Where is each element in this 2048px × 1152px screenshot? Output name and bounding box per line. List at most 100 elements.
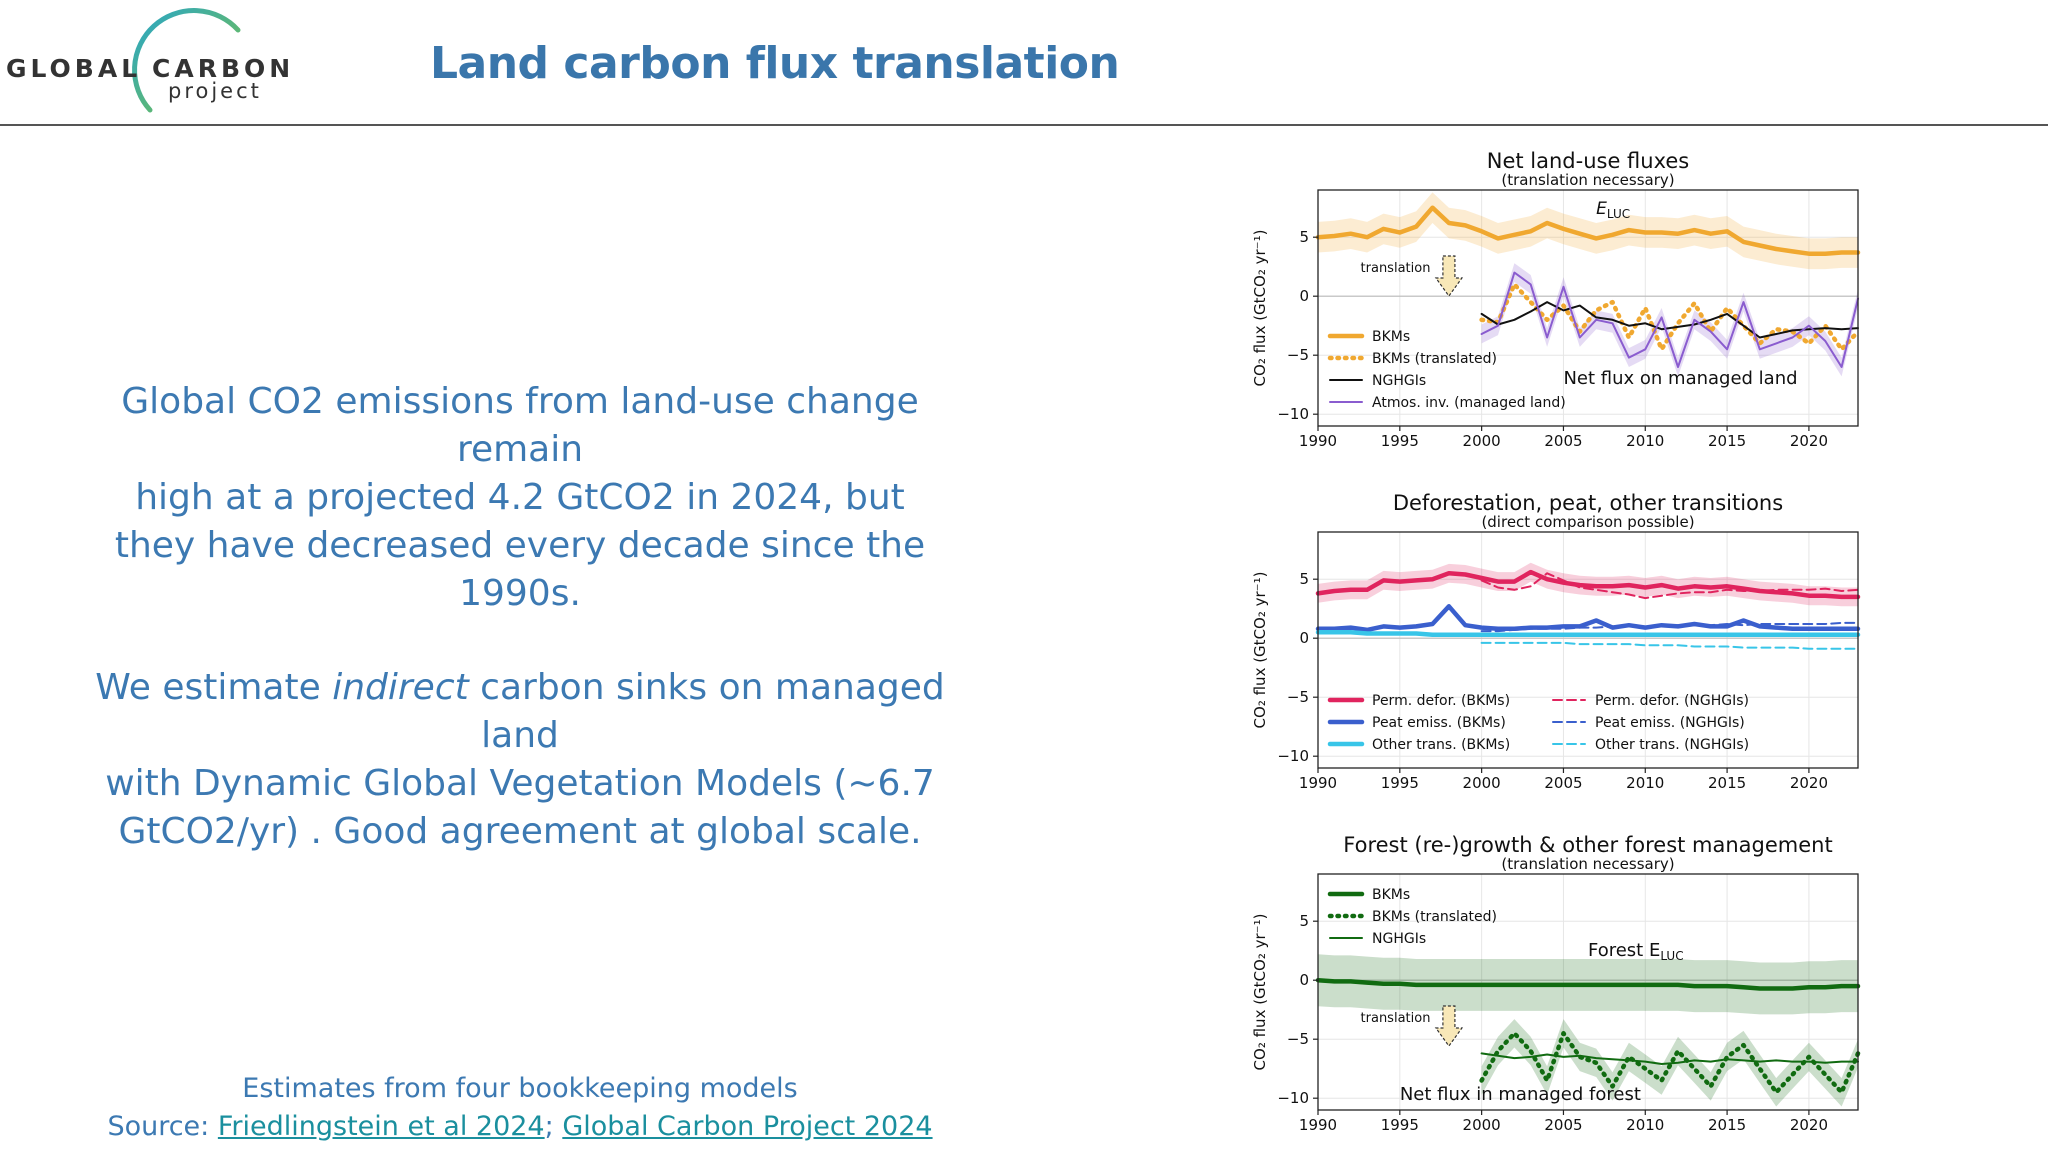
legend-entry-3: NGHGIs	[1372, 931, 1426, 947]
y-tick-label: 0	[1299, 971, 1309, 989]
global-carbon-project-logo: GLOBAL CARBON project	[6, 8, 290, 113]
y-axis-label: CO₂ flux (GtCO₂ yr⁻¹)	[1251, 572, 1269, 729]
legend-entry-6: Other trans. (NGHGIs)	[1595, 737, 1749, 753]
series-line-2	[1479, 282, 1861, 352]
msg2-line2: with Dynamic Global Vegetation Models (~…	[105, 763, 935, 804]
net-flux-label: Net flux in managed forest	[1400, 1084, 1641, 1105]
uncertainty-band-4	[1481, 263, 1858, 377]
logo-word-project: project	[168, 79, 262, 103]
net-flux-label: Net flux on managed land	[1563, 368, 1797, 389]
legend-entry-5: Peat emiss. (NGHGIs)	[1595, 715, 1745, 731]
legend-entry-4: Perm. defor. (NGHGIs)	[1595, 693, 1749, 709]
msg2-line3: GtCO2/yr) . Good agreement at global sca…	[118, 811, 922, 852]
y-tick-label: −10	[1277, 1089, 1309, 1107]
x-tick-label: 2020	[1790, 432, 1828, 450]
y-axis-label: CO₂ flux (GtCO₂ yr⁻¹)	[1251, 914, 1269, 1071]
y-tick-label: −5	[1287, 1030, 1309, 1048]
legend-entry-2: Peat emiss. (BKMs)	[1372, 715, 1506, 731]
series-line-5	[1480, 621, 1859, 633]
y-tick-label: 5	[1299, 570, 1309, 588]
source-link-friedlingstein[interactable]: Friedlingstein et al 2024	[217, 1111, 545, 1142]
source-link-gcp[interactable]: Global Carbon Project 2024	[562, 1111, 933, 1142]
source-separator: ;	[544, 1111, 563, 1142]
legend-entry-3: Other trans. (BKMs)	[1372, 737, 1510, 753]
legend-entry-1: Perm. defor. (BKMs)	[1372, 693, 1510, 709]
x-tick-label: 1995	[1381, 1116, 1419, 1134]
chart-panel-2: Deforestation, peat, other transitions(d…	[1251, 491, 1861, 792]
x-tick-label: 1995	[1381, 432, 1419, 450]
chart-subtitle: (direct comparison possible)	[1481, 513, 1694, 531]
y-tick-label: −5	[1287, 346, 1309, 364]
x-tick-label: 2015	[1708, 1116, 1746, 1134]
msg2-line1: We estimate indirect carbon sinks on man…	[80, 664, 960, 760]
translation-label: translation	[1361, 261, 1431, 276]
plot-frame	[1317, 531, 1859, 769]
y-tick-label: 5	[1299, 912, 1309, 930]
key-message-emissions: Global CO2 emissions from land-use chang…	[80, 378, 960, 618]
y-tick-label: 5	[1299, 228, 1309, 246]
source-footer: Estimates from four bookkeeping models S…	[80, 1070, 960, 1146]
logo-word-carbon: CARBON	[152, 54, 290, 83]
x-tick-label: 1990	[1299, 774, 1337, 792]
x-tick-label: 2010	[1626, 774, 1664, 792]
y-tick-label: 0	[1299, 287, 1309, 305]
x-tick-label: 2005	[1544, 774, 1582, 792]
x-tick-label: 1990	[1299, 1116, 1337, 1134]
plot-frame	[1317, 873, 1859, 1111]
chart-subtitle: (translation necessary)	[1501, 171, 1674, 189]
x-tick-label: 2015	[1708, 774, 1746, 792]
msg1-line3: they have decreased every decade since t…	[114, 525, 926, 614]
y-tick-label: −10	[1277, 405, 1309, 423]
y-tick-label: 0	[1299, 629, 1309, 647]
y-tick-label: −10	[1277, 747, 1309, 765]
footer-line1: Estimates from four bookkeeping models	[242, 1073, 798, 1104]
series-line-4	[1480, 572, 1859, 600]
y-axis-label: CO₂ flux (GtCO₂ yr⁻¹)	[1251, 230, 1269, 387]
x-tick-label: 2010	[1626, 1116, 1664, 1134]
x-tick-label: 2000	[1463, 774, 1501, 792]
logo-word-global: GLOBAL	[6, 54, 141, 83]
x-tick-label: 2005	[1544, 1116, 1582, 1134]
legend-entry-1: BKMs	[1372, 887, 1410, 903]
x-tick-label: 2020	[1790, 1116, 1828, 1134]
chart-title: Forest (re-)growth & other forest manage…	[1343, 833, 1832, 857]
msg1-line2: high at a projected 4.2 GtCO2 in 2024, b…	[135, 477, 905, 518]
chart-title: Deforestation, peat, other transitions	[1393, 491, 1783, 515]
x-tick-label: 1995	[1381, 774, 1419, 792]
x-tick-label: 2005	[1544, 432, 1582, 450]
page-title: Land carbon flux translation	[430, 38, 1120, 89]
header-divider	[0, 124, 2048, 126]
series-line-2	[1315, 604, 1861, 633]
source-prefix: Source:	[107, 1111, 218, 1142]
forest-eluc-label: Forest ELUC	[1588, 940, 1684, 963]
chart-title: Net land-use fluxes	[1487, 149, 1689, 173]
footer-line2: Source: Friedlingstein et al 2024; Globa…	[80, 1108, 960, 1146]
eluc-label: ELUC	[1596, 199, 1630, 221]
legend-entry-3: NGHGIs	[1372, 373, 1426, 389]
key-message-sinks: We estimate indirect carbon sinks on man…	[80, 664, 960, 856]
plot-frame	[1317, 189, 1859, 427]
y-tick-label: −5	[1287, 688, 1309, 706]
translation-arrow-icon	[1434, 1005, 1464, 1048]
series-line-3	[1315, 630, 1861, 637]
series-line-2	[1479, 1031, 1861, 1095]
series-line-3	[1480, 1052, 1859, 1065]
x-tick-label: 2000	[1463, 432, 1501, 450]
x-tick-label: 2020	[1790, 774, 1828, 792]
series-line-1	[1315, 205, 1861, 256]
land-flux-figure: Net land-use fluxes(translation necessar…	[1251, 149, 1861, 1134]
translation-arrow-icon	[1434, 255, 1464, 298]
x-tick-label: 1990	[1299, 432, 1337, 450]
msg2-line1-post: carbon sinks on managed land	[468, 667, 945, 756]
x-tick-label: 2015	[1708, 432, 1746, 450]
msg2-line1-em: indirect	[332, 667, 469, 708]
series-line-6	[1480, 641, 1859, 650]
x-tick-label: 2010	[1626, 432, 1664, 450]
legend-entry-4: Atmos. inv. (managed land)	[1372, 395, 1566, 411]
chart-panel-3: Forest (re-)growth & other forest manage…	[1251, 833, 1861, 1134]
msg1-line1: Global CO2 emissions from land-use chang…	[121, 381, 919, 470]
series-line-4	[1480, 271, 1859, 368]
uncertainty-band-1	[1318, 192, 1858, 270]
chart-panel-1: Net land-use fluxes(translation necessar…	[1251, 149, 1861, 450]
legend-entry-1: BKMs	[1372, 329, 1410, 345]
